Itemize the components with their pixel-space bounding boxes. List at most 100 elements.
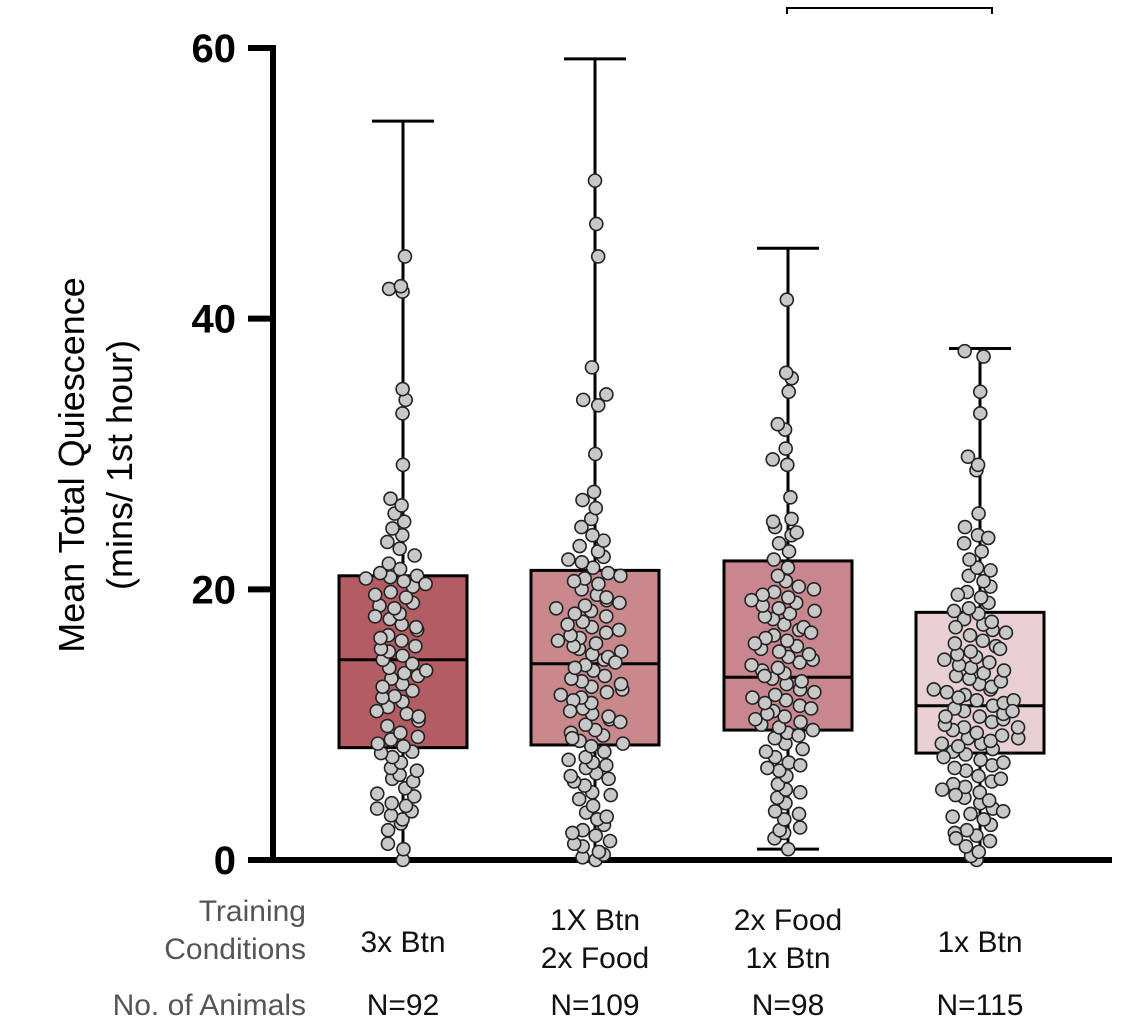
- data-point: [781, 384, 797, 400]
- data-point: [599, 387, 614, 402]
- data-point: [574, 519, 589, 535]
- category-label: 1x Btn: [937, 926, 1022, 959]
- data-point: [757, 668, 772, 684]
- data-point: [564, 730, 580, 746]
- data-point: [960, 449, 976, 465]
- data-point: [976, 573, 991, 589]
- data-point: [948, 619, 963, 635]
- data-point: [588, 500, 604, 516]
- data-point: [394, 498, 409, 513]
- data-point: [998, 625, 1014, 640]
- data-point: [590, 397, 606, 413]
- data-point: [385, 521, 400, 536]
- data-point: [789, 525, 804, 540]
- data-point: [744, 592, 759, 608]
- data-point: [976, 349, 991, 364]
- data-point: [984, 614, 1000, 630]
- row-label-animals: No. of Animals: [113, 989, 306, 1022]
- data-point: [411, 709, 427, 724]
- data-point: [767, 687, 783, 703]
- data-point: [794, 674, 809, 689]
- data-point: [387, 600, 402, 616]
- data-point: [950, 587, 966, 603]
- data-point: [948, 787, 963, 803]
- data-point: [563, 768, 579, 784]
- data-point: [586, 484, 602, 500]
- data-point: [561, 552, 576, 567]
- data-point: [770, 416, 786, 432]
- data-point: [384, 795, 400, 811]
- data-point: [358, 571, 374, 586]
- category-label: 2x Food: [734, 904, 842, 937]
- data-point: [770, 660, 786, 676]
- row-label-conditions-line2: Conditions: [164, 933, 306, 966]
- data-point: [548, 600, 564, 616]
- data-point: [760, 760, 775, 776]
- data-point: [765, 514, 781, 529]
- data-point: [406, 789, 422, 804]
- data-point: [380, 534, 395, 550]
- data-point: [396, 841, 411, 857]
- category-labels: 3x Btn N=92 1X Btn 2x Food N=109 2x Food 1x Bt…: [360, 904, 1023, 1022]
- data-point: [381, 556, 397, 571]
- data-point: [981, 793, 997, 808]
- data-point: [396, 514, 412, 529]
- data-point: [369, 703, 385, 719]
- data-point: [565, 825, 580, 841]
- data-point: [766, 552, 782, 567]
- data-point: [963, 644, 979, 659]
- data-point: [615, 736, 631, 751]
- data-point: [575, 492, 590, 508]
- data-point: [587, 173, 603, 188]
- data-point: [996, 755, 1011, 770]
- data-point: [969, 693, 985, 708]
- data-point: [779, 633, 795, 649]
- data-point: [956, 536, 972, 551]
- data-point: [372, 565, 388, 581]
- data-point: [588, 636, 604, 651]
- data-point: [748, 711, 763, 727]
- data-point: [367, 609, 383, 624]
- data-point: [791, 806, 807, 822]
- data-point: [778, 365, 794, 381]
- data-point: [791, 579, 807, 594]
- data-point: [398, 798, 414, 814]
- y-tick-label: 20: [192, 568, 237, 612]
- data-point: [393, 725, 408, 741]
- data-point: [393, 278, 409, 294]
- data-point: [583, 739, 599, 754]
- data-point: [771, 536, 787, 551]
- data-point: [992, 641, 1008, 657]
- data-point: [963, 806, 978, 822]
- data-point: [784, 511, 799, 527]
- data-point: [958, 839, 974, 854]
- data-point: [996, 663, 1012, 678]
- data-point: [613, 676, 629, 692]
- data-point: [395, 648, 410, 663]
- data-point: [779, 292, 795, 308]
- data-point: [612, 714, 628, 730]
- data-point: [599, 609, 614, 624]
- data-point: [806, 582, 822, 597]
- data-point: [608, 655, 623, 670]
- data-point: [380, 822, 396, 838]
- data-point: [396, 739, 411, 754]
- data-point: [600, 565, 616, 581]
- data-point: [567, 606, 583, 621]
- data-point: [781, 544, 797, 559]
- data-point: [771, 644, 787, 659]
- n-label: N=98: [752, 989, 825, 1022]
- data-point: [395, 381, 410, 397]
- data-point: [973, 590, 989, 605]
- data-point: [747, 636, 763, 651]
- data-point: [939, 684, 955, 700]
- data-point: [405, 656, 420, 672]
- data-point: [793, 714, 808, 730]
- data-point: [969, 725, 985, 741]
- data-point: [550, 633, 566, 649]
- data-point: [971, 506, 986, 521]
- data-point: [399, 706, 415, 722]
- data-point: [398, 590, 414, 605]
- data-point: [613, 568, 628, 584]
- category-label: 1X Btn: [550, 904, 640, 937]
